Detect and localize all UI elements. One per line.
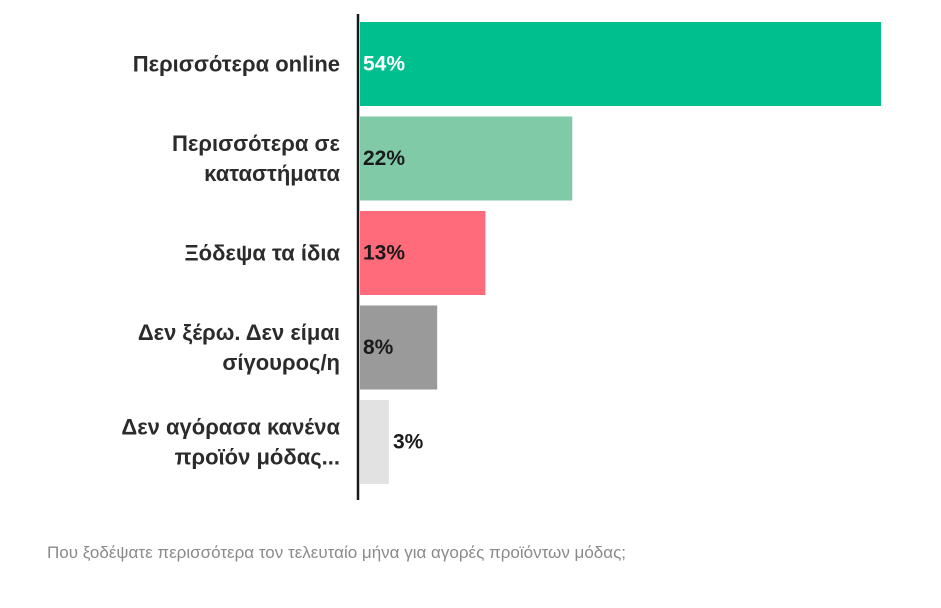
chart-caption: Που ξοδέψατε περισσότερα τον τελευταίο μ…	[47, 543, 627, 562]
bar-3	[360, 211, 486, 295]
value-label-2: 22%	[363, 147, 405, 170]
bar-chart-svg: 54% Περισσότερα online 22% Περισσότερα σε κα…	[121, 14, 881, 500]
bar-1	[360, 22, 881, 106]
category-label-4: Δεν ξέρω. Δεν είμαι σίγουρος/η	[138, 320, 340, 375]
value-label-1: 54%	[363, 53, 405, 76]
bar-5	[360, 400, 389, 484]
bar-2	[360, 116, 573, 201]
bar-4	[360, 305, 438, 390]
category-label-3: Ξόδεψα τα ίδια	[184, 241, 340, 266]
value-label-5: 3%	[393, 431, 424, 454]
category-label-2: Περισσότερα σε καταστήματα	[172, 131, 341, 186]
category-label-5: Δεν αγόρασα κανένα προϊόν μόδας...	[121, 415, 340, 470]
value-label-4: 8%	[363, 336, 394, 359]
value-label-3: 13%	[363, 242, 405, 265]
category-label-1: Περισσότερα online	[133, 52, 340, 77]
